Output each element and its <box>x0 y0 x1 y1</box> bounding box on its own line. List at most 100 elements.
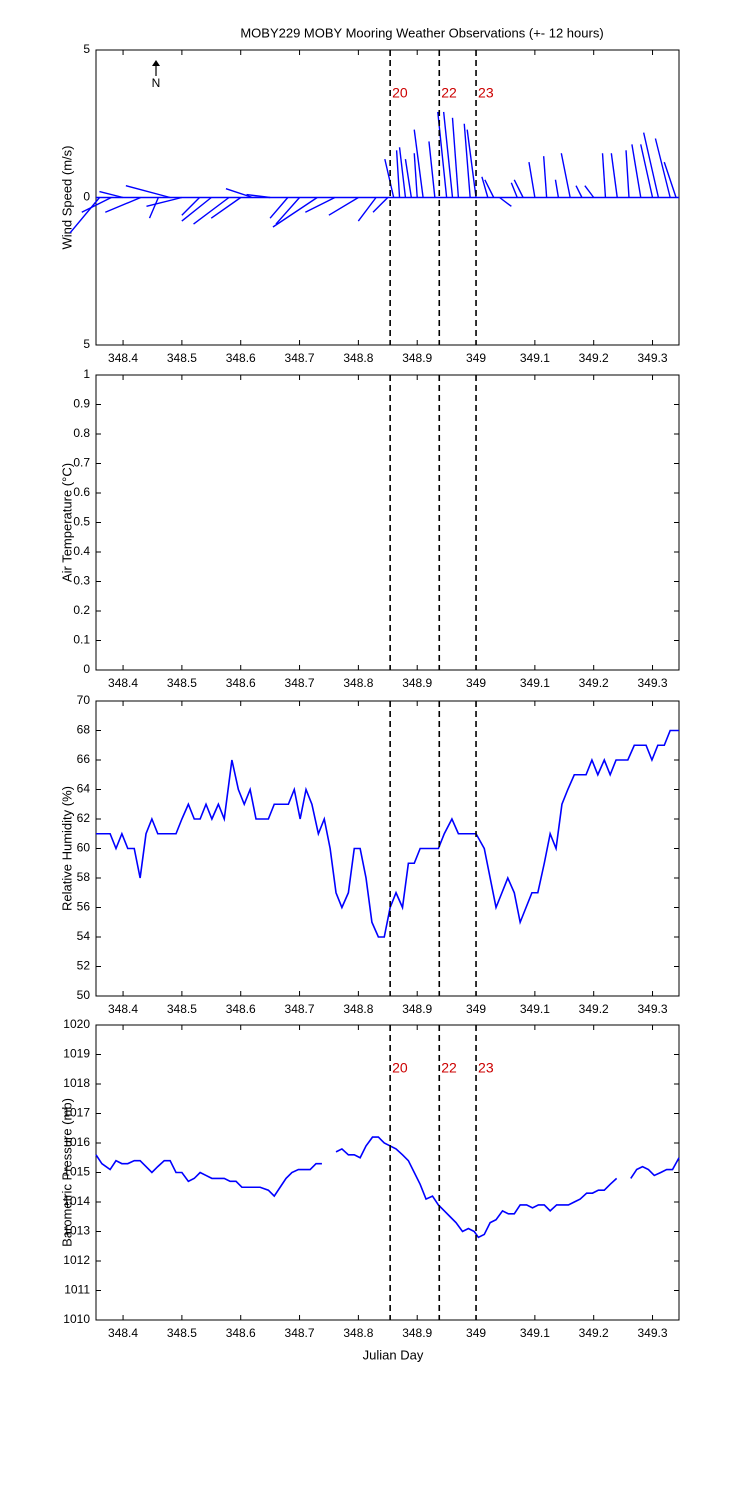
wind-stick <box>601 153 607 198</box>
y-tick-label: 64 <box>77 782 91 796</box>
y-axis-label: Air Temperature (°C) <box>59 463 74 582</box>
wind-stick <box>542 156 548 198</box>
y-tick-label: 0.3 <box>73 574 90 588</box>
x-tick-label: 349.3 <box>638 676 668 690</box>
wind-stick <box>640 144 654 198</box>
panel: 50 52 54 56 58 60 62 64 66 68 70 348.4 348.5 348.6 348… <box>59 693 680 1016</box>
event-label: 22 <box>441 85 457 101</box>
wind-stick <box>404 159 413 198</box>
wind-stick <box>481 176 489 198</box>
north-label: N <box>152 76 161 90</box>
wind-stick <box>413 153 418 198</box>
wind-stick <box>105 196 141 213</box>
x-tick-label: 348.7 <box>285 1326 315 1340</box>
y-tick-label: 1013 <box>63 1224 90 1238</box>
wind-stick <box>413 129 424 198</box>
wind-stick <box>528 161 536 198</box>
x-tick-label: 349.3 <box>638 1002 668 1016</box>
y-tick-label: 5 <box>83 337 90 351</box>
y-tick-label: 1015 <box>63 1165 90 1179</box>
x-tick-label: 349 <box>466 351 486 365</box>
wind-stick <box>513 179 524 198</box>
wind-stick <box>395 150 401 198</box>
x-tick-label: 348.5 <box>167 1002 197 1016</box>
wind-stick <box>193 196 230 225</box>
x-tick-label: 349 <box>466 1326 486 1340</box>
plot-frame <box>95 700 680 997</box>
panel: 0 0.1 0.2 0.3 0.4 0.5 0.6 0.7 0.8 0.9 1 348.4 348.5 3… <box>59 367 680 690</box>
wind-stick <box>451 117 460 198</box>
x-tick-label: 349.2 <box>579 1326 609 1340</box>
x-tick-label: 348.4 <box>108 676 138 690</box>
y-tick-label: 1019 <box>63 1047 90 1061</box>
wind-stick <box>225 187 253 199</box>
y-tick-label: 66 <box>77 752 91 766</box>
x-tick-label: 348.6 <box>226 351 256 365</box>
y-tick-label: 1017 <box>63 1106 90 1120</box>
y-tick-label: 70 <box>77 693 91 707</box>
chart-title: MOBY229 MOBY Mooring Weather Observation… <box>240 25 603 40</box>
x-tick-label: 348.7 <box>285 676 315 690</box>
y-tick-label: 1010 <box>63 1312 90 1326</box>
event-label: 22 <box>441 1060 457 1076</box>
event-label: 23 <box>478 1060 494 1076</box>
x-tick-label: 348.5 <box>167 676 197 690</box>
x-tick-label: 349.3 <box>638 351 668 365</box>
wind-stick <box>554 179 560 198</box>
y-tick-label: 1 <box>83 367 90 381</box>
wind-stick <box>663 161 677 198</box>
x-tick-label: 348.8 <box>343 1002 373 1016</box>
x-tick-label: 348.6 <box>226 1326 256 1340</box>
y-axis-label: Barometric Pressure (mb) <box>59 1098 74 1247</box>
y-tick-label: 0.8 <box>73 426 90 440</box>
y-axis-label: Wind Speed (m/s) <box>59 145 74 249</box>
x-tick-label: 348.4 <box>108 1002 138 1016</box>
wind-stick <box>384 158 395 198</box>
y-tick-label: 52 <box>77 959 91 973</box>
x-tick-label: 348.9 <box>402 351 432 365</box>
x-tick-label: 348.9 <box>402 1002 432 1016</box>
wind-stick <box>181 196 212 222</box>
y-tick-label: 0.6 <box>73 485 90 499</box>
wind-stick <box>499 196 512 207</box>
wind-stick <box>181 197 201 216</box>
y-tick-label: 1012 <box>63 1253 90 1267</box>
event-label: 20 <box>392 85 408 101</box>
x-tick-label: 349.1 <box>520 1002 550 1016</box>
y-tick-label: 0.2 <box>73 603 90 617</box>
wind-stick <box>463 123 471 198</box>
wind-stick <box>575 185 583 198</box>
x-tick-label: 348.4 <box>108 1326 138 1340</box>
y-tick-label: 50 <box>77 988 91 1002</box>
y-tick-label: 68 <box>77 723 91 737</box>
x-tick-label: 349.2 <box>579 676 609 690</box>
wind-stick <box>437 111 448 198</box>
wind-stick <box>642 132 660 198</box>
wind-stick <box>328 196 359 216</box>
panel: 1010 1011 1012 1013 1014 1015 1016 1017 1018 1019… <box>59 1017 680 1340</box>
x-tick-label: 348.9 <box>402 676 432 690</box>
event-label: 20 <box>392 1060 408 1076</box>
wind-stick <box>210 196 242 219</box>
wind-stick <box>584 185 595 198</box>
y-tick-label: 58 <box>77 870 91 884</box>
y-tick-label: 1016 <box>63 1135 90 1149</box>
y-tick-label: 1011 <box>64 1283 90 1297</box>
wind-stick <box>305 196 336 213</box>
y-tick-label: 54 <box>77 929 91 943</box>
x-tick-label: 348.9 <box>402 1326 432 1340</box>
y-tick-label: 60 <box>77 841 91 855</box>
x-axis-label: Julian Day <box>363 1347 424 1362</box>
wind-stick <box>275 197 301 225</box>
y-tick-label: 0.4 <box>73 544 90 558</box>
x-tick-label: 349.3 <box>638 1326 668 1340</box>
x-tick-label: 348.6 <box>226 676 256 690</box>
wind-stick <box>631 144 642 198</box>
x-tick-label: 348.7 <box>285 1002 315 1016</box>
wind-stick <box>81 196 112 213</box>
wind-stick <box>510 182 518 198</box>
wind-stick <box>610 153 618 198</box>
wind-stick <box>272 196 318 228</box>
wind-stick <box>398 147 407 198</box>
